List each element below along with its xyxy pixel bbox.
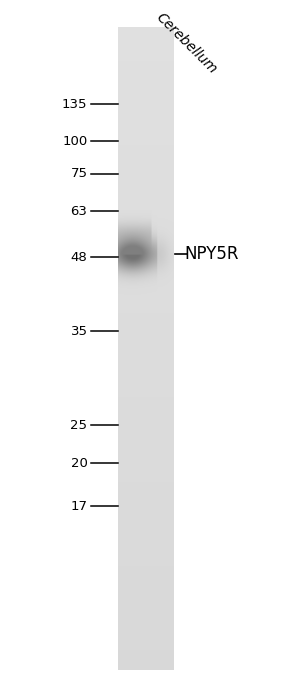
Text: 63: 63 (71, 205, 87, 218)
Text: 35: 35 (71, 324, 87, 338)
Text: 75: 75 (71, 167, 87, 180)
Text: 135: 135 (62, 98, 87, 111)
Text: Cerebellum: Cerebellum (153, 10, 219, 77)
Text: 100: 100 (62, 135, 87, 148)
Text: 20: 20 (71, 456, 87, 470)
Text: NPY5R: NPY5R (184, 245, 239, 262)
Text: 25: 25 (71, 419, 87, 432)
Text: 48: 48 (71, 250, 87, 264)
Text: 17: 17 (71, 499, 87, 513)
